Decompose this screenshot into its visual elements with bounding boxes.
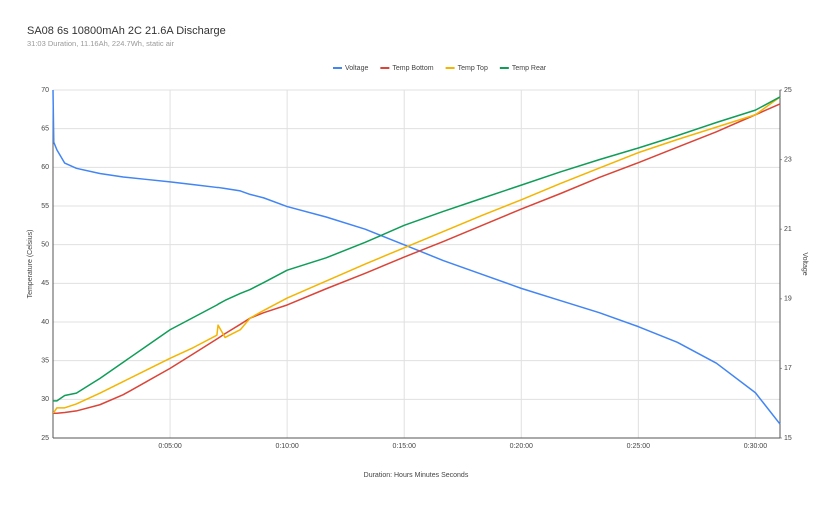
y2-tick-label: 25 [784, 87, 792, 94]
x-tick-label: 0:25:00 [627, 443, 650, 450]
x-tick-label: 0:20:00 [510, 443, 533, 450]
series-line [53, 96, 781, 414]
y2-tick-label: 19 [784, 296, 792, 303]
x-tick-label: 0:10:00 [275, 443, 298, 450]
x-tick-label: 0:15:00 [393, 443, 416, 450]
y2-axis-title: Voltage [801, 252, 808, 275]
series-line [53, 103, 781, 414]
y-tick-label: 30 [41, 396, 49, 403]
y-tick-label: 25 [41, 435, 49, 442]
y-tick-label: 60 [41, 164, 49, 171]
y-tick-label: 40 [41, 319, 49, 326]
x-axis-title: Duration: Hours Minutes Seconds [364, 472, 469, 479]
legend-label: Voltage [345, 65, 368, 72]
y2-tick-label: 23 [784, 156, 792, 163]
chart-title: SA08 6s 10800mAh 2C 21.6A Discharge [27, 25, 226, 37]
y-tick-label: 35 [41, 358, 49, 365]
chart-subtitle: 31:03 Duration, 11.16Ah, 224.7Wh, static… [27, 39, 175, 48]
x-tick-label: 0:30:00 [744, 443, 767, 450]
y-tick-label: 65 [41, 126, 49, 133]
series-line [53, 96, 781, 402]
y2-tick-label: 15 [784, 435, 792, 442]
y-axis-title: Temperature (Celsius) [27, 230, 34, 299]
y-tick-label: 45 [41, 280, 49, 287]
x-tick-label: 0:05:00 [158, 443, 181, 450]
y2-tick-label: 17 [784, 365, 792, 372]
y-tick-label: 50 [41, 242, 49, 249]
y2-tick-label: 21 [784, 226, 792, 233]
y-tick-label: 70 [41, 87, 49, 94]
series-line [52, 89, 781, 425]
legend-label: Temp Top [458, 65, 488, 72]
legend-label: Temp Bottom [392, 65, 433, 72]
y-tick-label: 55 [41, 203, 49, 210]
legend-label: Temp Rear [512, 65, 547, 72]
